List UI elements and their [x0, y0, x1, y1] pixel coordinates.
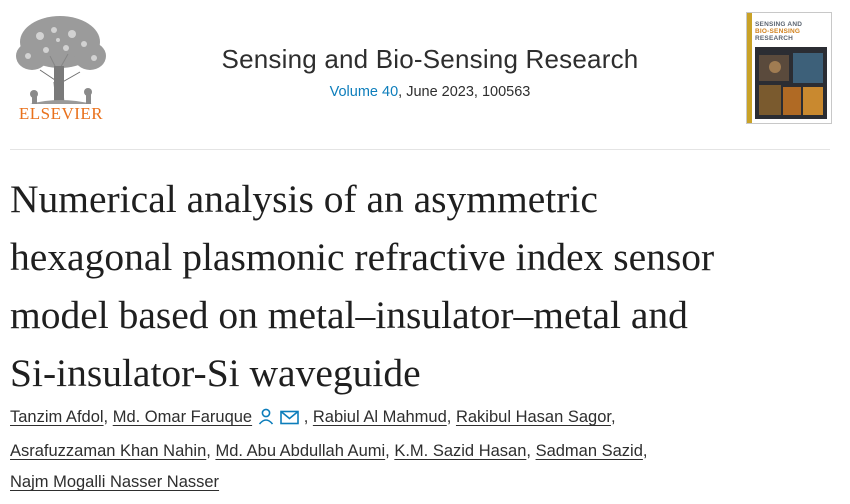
author-link[interactable]: Najm Mogalli Nasser Nasser	[10, 473, 220, 491]
issue-details: , June 2023, 100563	[398, 84, 531, 100]
cover-line-1: SENSING AND	[755, 21, 803, 28]
author-link[interactable]: Md. Omar Faruque	[112, 408, 253, 426]
elsevier-wordmark: ELSEVIER	[18, 104, 104, 123]
author-link[interactable]: Sadman Sazid	[535, 442, 643, 460]
header-divider	[10, 149, 830, 150]
author-link[interactable]: K.M. Sazid Hasan	[394, 442, 527, 460]
title-line: Numerical analysis of an asymmetric	[10, 177, 598, 221]
person-icon[interactable]	[258, 405, 274, 436]
journal-title[interactable]: Sensing and Bio-Sensing Research	[221, 44, 639, 74]
cover-image	[755, 47, 827, 119]
article-title: Numerical analysis of an asymmetric hexa…	[10, 170, 840, 402]
article-header: ELSEVIER Sensing and Bio-Sensing Researc…	[0, 0, 850, 150]
author-list: Tanzim Afdol, Md. Omar Faruque , Rabiul …	[10, 402, 840, 498]
author-link[interactable]: Asrafuzzaman Khan Nahin	[10, 442, 207, 460]
author-link[interactable]: Md. Abu Abdullah Aumi	[215, 442, 386, 460]
cover-line-2: BIO-SENSING	[755, 28, 801, 35]
journal-meta: Volume 40, June 2023, 100563	[170, 84, 690, 100]
cover-line-3: RESEARCH	[755, 35, 794, 42]
journal-cover[interactable]: SENSING AND BIO-SENSING RESEARCH	[746, 12, 832, 124]
envelope-icon[interactable]	[280, 405, 299, 436]
cover-title: SENSING AND BIO-SENSING RESEARCH	[755, 21, 802, 42]
author-link[interactable]: Rabiul Al Mahmud	[312, 408, 447, 426]
title-line: hexagonal plasmonic refractive index sen…	[10, 235, 715, 279]
volume-link[interactable]: Volume 40	[329, 84, 399, 100]
title-line: model based on metal–insulator–metal and	[10, 293, 688, 337]
author-link[interactable]: Rakibul Hasan Sagor	[455, 408, 611, 426]
elsevier-logo[interactable]	[10, 12, 110, 124]
journal-info: Sensing and Bio-Sensing Research Volume …	[170, 44, 690, 100]
cover-strip	[747, 13, 752, 123]
author-link[interactable]: Tanzim Afdol	[10, 408, 104, 426]
title-line: Si-insulator-Si waveguide	[10, 351, 421, 395]
